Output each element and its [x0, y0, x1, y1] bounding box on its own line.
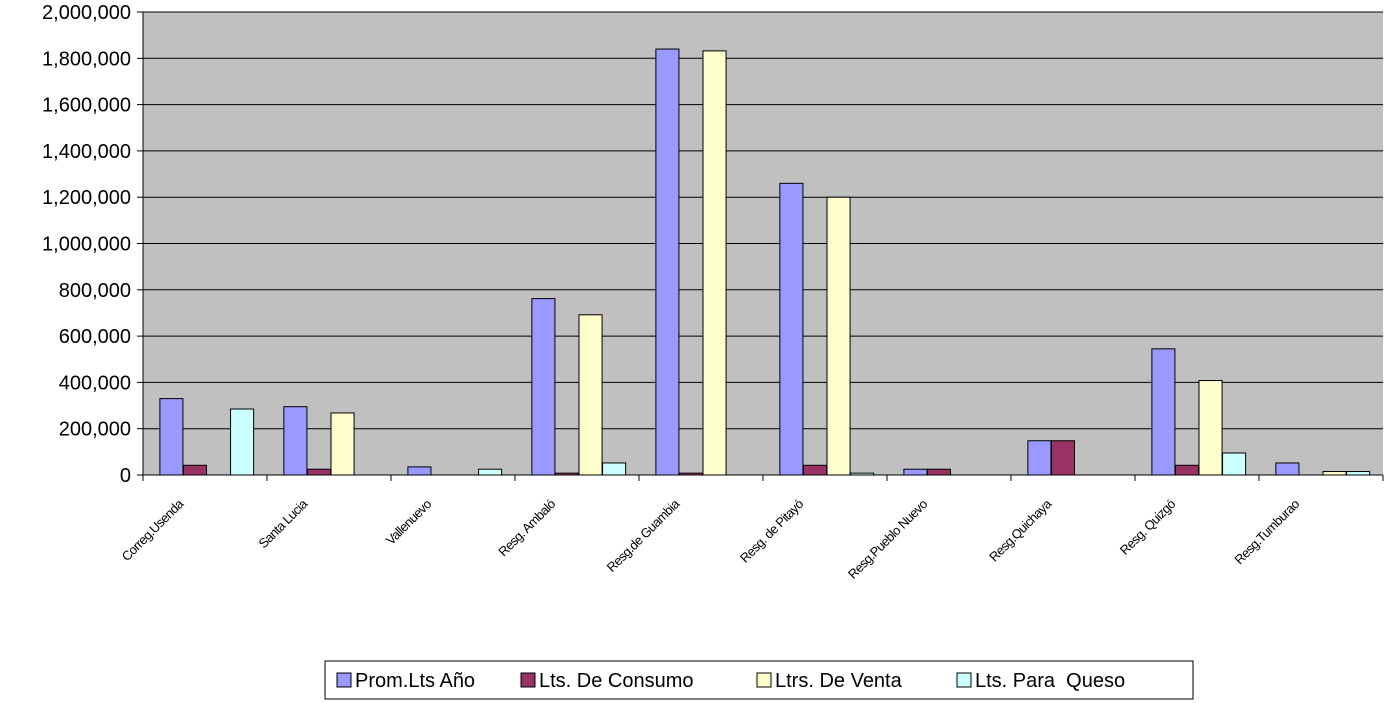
y-tick-label: 600,000: [59, 326, 131, 348]
bar: [407, 466, 432, 476]
x-category-label: Resg.de Guambia: [604, 496, 683, 575]
legend-label: Ltrs. De Venta: [775, 670, 903, 692]
bar: [926, 468, 952, 476]
y-tick-label: 1,200,000: [42, 187, 131, 209]
x-category-label: Resg. Ambaló: [495, 496, 558, 559]
y-tick-label: 1,400,000: [42, 141, 131, 163]
legend-swatch: [756, 672, 772, 688]
bar: [1322, 471, 1347, 476]
bar: [1050, 440, 1075, 476]
y-tick-label: 1,800,000: [42, 48, 131, 70]
bar: [826, 196, 851, 476]
bar: [330, 412, 355, 476]
x-category-label: Correg.Usenda: [119, 496, 187, 564]
bar: [1027, 440, 1052, 476]
y-tick-label: 1,600,000: [42, 95, 131, 117]
bar: [531, 298, 556, 476]
bar: [1346, 471, 1371, 476]
bar: [602, 462, 627, 476]
bar: [802, 464, 828, 476]
y-tick-label: 400,000: [59, 372, 131, 394]
gridlines: [143, 11, 1383, 430]
legend-swatch: [336, 672, 352, 688]
bar: [903, 468, 928, 476]
legend-label: Lts. Para Queso: [975, 670, 1125, 692]
bar: [478, 468, 503, 476]
bar: [779, 182, 804, 476]
bar: [1198, 380, 1223, 476]
x-category-label: Vallenuevo: [383, 496, 434, 547]
x-category-label: Santa Lucia: [256, 496, 311, 551]
legend-label: Lts. De Consumo: [539, 670, 694, 692]
legend-swatch: [520, 672, 536, 688]
axes: [137, 11, 1384, 481]
bar: [182, 464, 208, 476]
x-category-label: Resg.Pueblo Nuevo: [845, 496, 930, 581]
bar: [702, 50, 727, 476]
legend-label: Prom.Lts Año: [355, 670, 475, 692]
x-category-labels: Correg.Usenda Santa Lucia Vallenuevo Resg. …: [119, 496, 1303, 582]
bar: [1174, 464, 1199, 476]
bar: [1222, 452, 1247, 476]
legend: Prom.Lts Año Lts. De Consumo Ltrs. De Vent…: [324, 660, 1194, 700]
x-category-label: Resg. Quizgó: [1117, 496, 1178, 557]
y-tick-label: 200,000: [59, 419, 131, 441]
legend-box: [324, 660, 1194, 700]
bar: [306, 468, 332, 476]
y-tick-label: 1,000,000: [42, 234, 131, 256]
bar: [1275, 462, 1300, 476]
y-tick-labels: 0 200,000 400,000 600,000 800,000 1,000,000 1,…: [42, 2, 131, 487]
bars: [159, 48, 1371, 476]
x-category-label: Resg. de Pitayó: [737, 496, 806, 565]
y-tick-label: 2,000,000: [42, 2, 131, 24]
bar: [655, 48, 680, 476]
y-tick-label: 800,000: [59, 280, 131, 302]
bar: [283, 406, 308, 476]
bar: [578, 314, 603, 476]
bar: [230, 408, 255, 476]
y-tick-label: 0: [120, 465, 131, 487]
bar: [159, 398, 184, 476]
x-category-label: Resg.Tumburao: [1231, 496, 1302, 567]
legend-swatch: [956, 672, 972, 688]
bar: [1151, 348, 1176, 476]
x-category-label: Resg.Quichaya: [986, 496, 1055, 565]
